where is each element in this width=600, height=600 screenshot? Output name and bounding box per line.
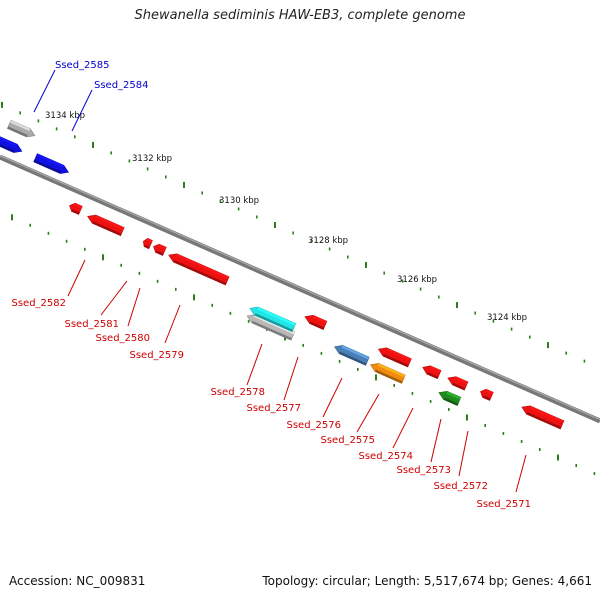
topology-text: Topology: circular; Length: 5,517,674 bp… — [262, 574, 592, 588]
scale-label: 3132 kbp — [132, 154, 172, 164]
scale-labels: 3134 kbp 3132 kbp 3130 kbp 3128 kbp 3126 kbp… — [45, 111, 527, 323]
gene-ssed-2574[interactable] — [421, 363, 442, 380]
scale-label: 3130 kbp — [219, 196, 259, 206]
gene-label-ssed-2585[interactable]: Ssed_2585 — [55, 60, 110, 71]
gene-label-ssed-2576[interactable]: Ssed_2576 — [286, 420, 341, 431]
scale-label: 3134 kbp — [45, 111, 85, 121]
gene-label-ssed-2580[interactable]: Ssed_2580 — [95, 333, 150, 344]
gene-label-ssed-2584[interactable]: Ssed_2584 — [94, 80, 149, 91]
genome-backbone-highlight — [0, 155, 600, 421]
scale-label: 3128 kbp — [308, 236, 348, 246]
gene-label-ssed-2574[interactable]: Ssed_2574 — [358, 451, 413, 462]
gene-ssed-2571[interactable] — [520, 403, 565, 430]
callout-line — [33, 69, 56, 113]
gene-ssed-2584-fragment[interactable] — [0, 136, 24, 156]
gene-unlabeled-2575b[interactable] — [377, 345, 412, 368]
callout-line — [100, 280, 128, 316]
gene-ssed-2579[interactable] — [167, 251, 230, 286]
scale-label: 3124 kbp — [487, 313, 527, 323]
callout-line — [458, 430, 469, 477]
map-title: Shewanella sediminis HAW-EB3, complete g… — [134, 8, 466, 23]
callout-line — [430, 418, 442, 463]
gene-ssed-2577[interactable] — [303, 312, 328, 330]
genome-backbone — [0, 154, 600, 424]
gene-label-ssed-2573[interactable]: Ssed_2573 — [396, 465, 451, 476]
callout-line — [127, 287, 141, 327]
gene-label-ssed-2577[interactable]: Ssed_2577 — [246, 403, 301, 414]
gene-label-ssed-2575[interactable]: Ssed_2575 — [320, 435, 375, 446]
callout-line — [246, 343, 263, 386]
gene-label-ssed-2578[interactable]: Ssed_2578 — [210, 387, 265, 398]
gene-ssed-2582[interactable] — [68, 201, 83, 215]
callout-line — [164, 304, 181, 344]
gene-ssed-2573[interactable] — [437, 388, 462, 406]
gene-ssed-2575[interactable] — [369, 361, 406, 384]
gene-label-ssed-2579[interactable]: Ssed_2579 — [129, 350, 184, 361]
gene-ssed-2584[interactable] — [33, 153, 71, 177]
accession-text: Accession: NC_009831 — [9, 574, 146, 588]
callout-line — [283, 356, 299, 401]
callout-line — [67, 259, 86, 297]
gene-ssed-2576[interactable] — [333, 343, 370, 366]
gene-features — [0, 119, 565, 430]
gene-label-ssed-2582[interactable]: Ssed_2582 — [11, 298, 66, 309]
gene-label-ssed-2572[interactable]: Ssed_2572 — [433, 481, 488, 492]
gene-unlabeled-small[interactable] — [152, 242, 167, 256]
gene-callouts: Ssed_2585 Ssed_2584 Ssed_2582 Ssed_2581 Ssed… — [11, 60, 531, 510]
callout-line — [356, 393, 380, 433]
gene-ssed-2572[interactable] — [479, 387, 494, 401]
scale-label: 3126 kbp — [397, 275, 437, 285]
callout-line — [322, 377, 343, 418]
gene-ssed-2578[interactable] — [248, 304, 297, 333]
callout-line — [515, 454, 527, 493]
gene-unlabeled-2573b[interactable] — [446, 374, 469, 391]
gene-label-ssed-2571[interactable]: Ssed_2571 — [476, 499, 531, 510]
callout-line — [71, 89, 93, 132]
callout-line — [392, 407, 414, 449]
gene-label-ssed-2581[interactable]: Ssed_2581 — [64, 319, 119, 330]
gene-ssed-2580[interactable] — [142, 237, 153, 250]
scale-ticks-upper — [1, 101, 586, 363]
gene-ssed-2585[interactable] — [6, 119, 36, 140]
scale-ticks-lower — [11, 214, 596, 476]
gene-ssed-2581[interactable] — [86, 212, 125, 237]
